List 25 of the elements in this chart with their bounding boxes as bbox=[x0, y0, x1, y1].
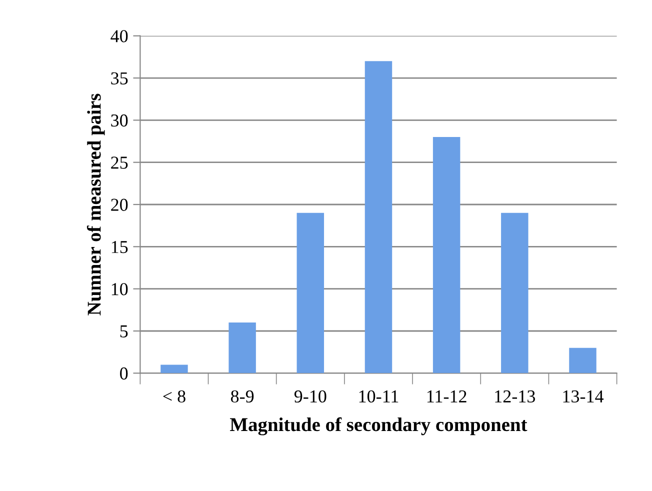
y-tick-label: 15 bbox=[112, 241, 128, 254]
bar bbox=[364, 61, 392, 374]
bar bbox=[501, 212, 528, 374]
y-tick-label: 35 bbox=[111, 72, 128, 84]
bar bbox=[228, 322, 256, 374]
y-tick-label: 10 bbox=[112, 283, 128, 296]
x-tick-label: 10-11 bbox=[359, 390, 398, 403]
y-tick-label: 5 bbox=[120, 325, 128, 338]
bar bbox=[296, 212, 324, 374]
x-tick-label: 11-12 bbox=[427, 390, 466, 402]
y-tick-label: 25 bbox=[111, 156, 128, 169]
x-tick-label: 8-9 bbox=[230, 390, 254, 403]
y-tick-label: 40 bbox=[110, 30, 128, 42]
x-axis-title: Magnitude of secondary component bbox=[230, 417, 528, 436]
x-tick-label: 9-10 bbox=[294, 390, 326, 403]
x-tick-label: < 8 bbox=[163, 390, 186, 403]
y-tick-label: 0 bbox=[120, 367, 128, 380]
x-tick-label: 12-13 bbox=[495, 390, 536, 403]
x-tick-label: 13-14 bbox=[563, 390, 604, 403]
y-axis-title: Numner of measured pairs bbox=[86, 94, 105, 316]
bar bbox=[569, 348, 596, 374]
bar bbox=[432, 137, 460, 374]
y-tick-label: 20 bbox=[111, 198, 128, 211]
bar bbox=[160, 364, 188, 374]
y-tick-label: 30 bbox=[111, 114, 128, 127]
